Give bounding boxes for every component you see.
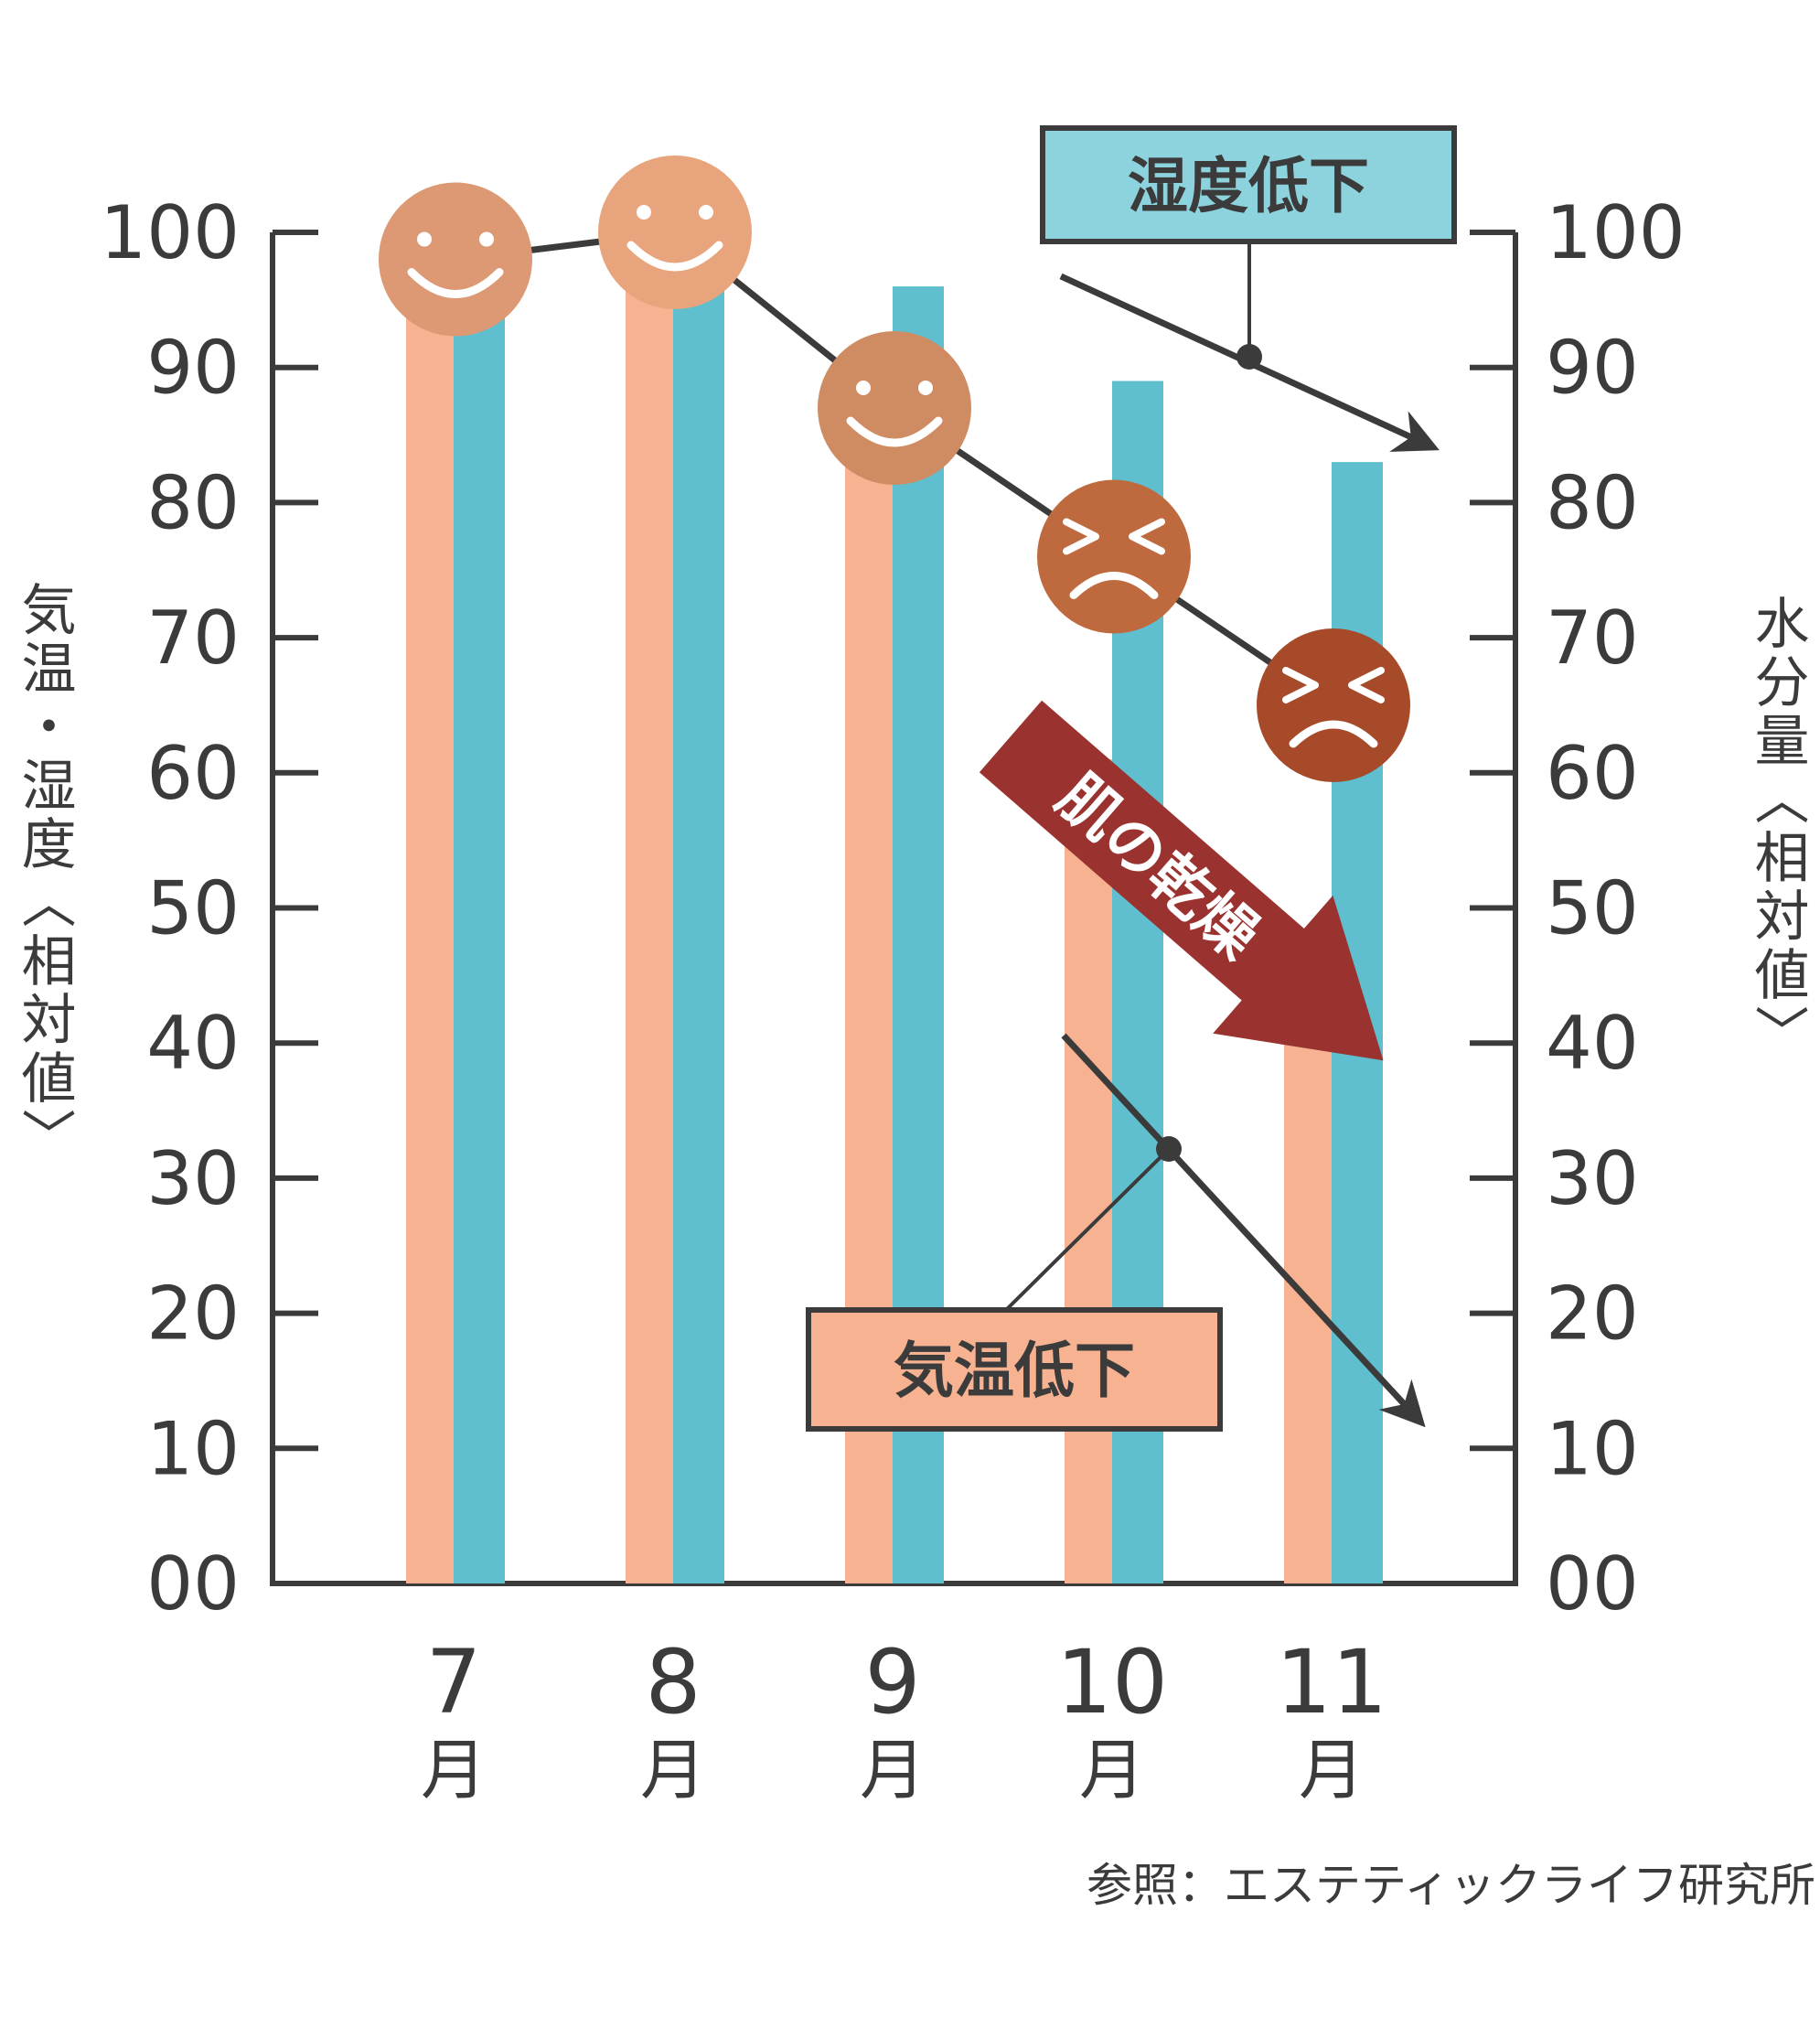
month-number: 10 bbox=[1056, 1631, 1168, 1734]
left-tick-label: 90 bbox=[146, 326, 240, 411]
month-number: 11 bbox=[1276, 1631, 1387, 1734]
skin-dryness-arrow-shape bbox=[979, 700, 1384, 1061]
face-eye bbox=[1282, 666, 1319, 703]
right-tick-label: 00 bbox=[1546, 1541, 1639, 1626]
face-eye bbox=[417, 231, 432, 247]
left-tick-label: 50 bbox=[146, 866, 240, 951]
humidity-label: 湿度低下 bbox=[1128, 151, 1369, 221]
face-mouth bbox=[846, 416, 943, 447]
face-mouth bbox=[407, 268, 504, 299]
right-tick-label: 80 bbox=[1546, 460, 1639, 545]
right-tick-label: 100 bbox=[1546, 190, 1686, 275]
right-axis-title: 水分量〈相対値〉 bbox=[1745, 595, 1809, 1063]
temperature-bar bbox=[1065, 759, 1116, 1583]
temperature-callout-dot bbox=[1156, 1136, 1182, 1162]
left-tick-label: 00 bbox=[146, 1541, 240, 1626]
face-mouth bbox=[1069, 572, 1159, 599]
humidity-callout-dot bbox=[1237, 344, 1262, 370]
moisture-line bbox=[379, 156, 1410, 782]
face-eye bbox=[637, 205, 651, 220]
face-eye bbox=[856, 381, 871, 396]
right-tick-label: 20 bbox=[1546, 1272, 1639, 1357]
right-tick-label: 60 bbox=[1546, 731, 1639, 816]
left-tick-label: 80 bbox=[146, 460, 240, 545]
month-unit: 月 bbox=[421, 1732, 487, 1809]
month-number: 7 bbox=[425, 1631, 481, 1734]
temperature-trend-arrow bbox=[1061, 1033, 1426, 1428]
right-tick-label: 50 bbox=[1546, 866, 1639, 951]
month-number: 8 bbox=[645, 1631, 701, 1734]
left-tick-label: 20 bbox=[146, 1272, 240, 1357]
face-eye bbox=[1063, 518, 1099, 555]
right-tick-label: 10 bbox=[1546, 1406, 1639, 1491]
month-number: 9 bbox=[864, 1631, 920, 1734]
temperature-bar bbox=[626, 286, 677, 1584]
left-axis-title-text: 気温・湿度〈相対値〉 bbox=[12, 581, 76, 1166]
source-credit: 参照：エステティックライフ研究所 bbox=[1087, 1859, 1815, 1912]
left-tick-label: 30 bbox=[146, 1136, 240, 1221]
smiley-face-icon bbox=[598, 156, 752, 309]
face-circle bbox=[1037, 479, 1191, 634]
face-circle bbox=[818, 331, 971, 486]
month-unit: 月 bbox=[860, 1732, 926, 1809]
humidity-label-box bbox=[1040, 125, 1457, 244]
temperature-annotation: 気温低下 bbox=[806, 1033, 1426, 1432]
right-tick-label: 40 bbox=[1546, 1001, 1639, 1086]
face-circle bbox=[1257, 628, 1410, 782]
right-tick-label: 90 bbox=[1546, 326, 1639, 411]
temperature-callout-line bbox=[1004, 1147, 1171, 1312]
month-unit: 月 bbox=[640, 1732, 706, 1809]
face-circle bbox=[379, 182, 532, 337]
humidity-annotation: 湿度低下 bbox=[1040, 125, 1457, 452]
humidity-bar bbox=[454, 299, 505, 1584]
month-unit: 月 bbox=[1299, 1732, 1365, 1809]
face-mouth bbox=[626, 241, 723, 272]
face-circle bbox=[598, 156, 752, 309]
right-tick-label: 70 bbox=[1546, 596, 1639, 681]
month-unit: 月 bbox=[1079, 1732, 1145, 1809]
right-axis-title-text: 水分量〈相対値〉 bbox=[1745, 595, 1809, 1063]
humidity-bar bbox=[673, 286, 724, 1584]
frowning-face-icon bbox=[1257, 628, 1410, 782]
temperature-label-box bbox=[806, 1307, 1223, 1432]
left-tick-label: 70 bbox=[146, 596, 240, 681]
ticks: 00 10 20 30 40 50 60 70 80 90 100 00 10 20 30 40 50 60 70 8… bbox=[100, 190, 1685, 1626]
frowning-face-icon bbox=[1037, 479, 1191, 634]
left-tick-label: 40 bbox=[146, 1001, 240, 1086]
left-axis-title: 気温・湿度〈相対値〉 bbox=[12, 581, 76, 1166]
smiley-face-icon bbox=[379, 182, 532, 337]
face-mouth bbox=[1289, 720, 1378, 748]
temperature-label: 気温低下 bbox=[894, 1336, 1135, 1406]
face-eye bbox=[699, 205, 713, 220]
temperature-bar bbox=[406, 299, 457, 1584]
left-tick-label: 10 bbox=[146, 1406, 240, 1491]
left-tick-label: 60 bbox=[146, 731, 240, 816]
face-eye bbox=[1129, 518, 1165, 555]
left-tick-label: 100 bbox=[100, 190, 240, 275]
right-tick-label: 30 bbox=[1546, 1136, 1639, 1221]
face-eye bbox=[918, 381, 933, 396]
face-eye bbox=[479, 231, 494, 247]
smiley-face-icon bbox=[818, 331, 971, 486]
face-eye bbox=[1348, 666, 1385, 703]
